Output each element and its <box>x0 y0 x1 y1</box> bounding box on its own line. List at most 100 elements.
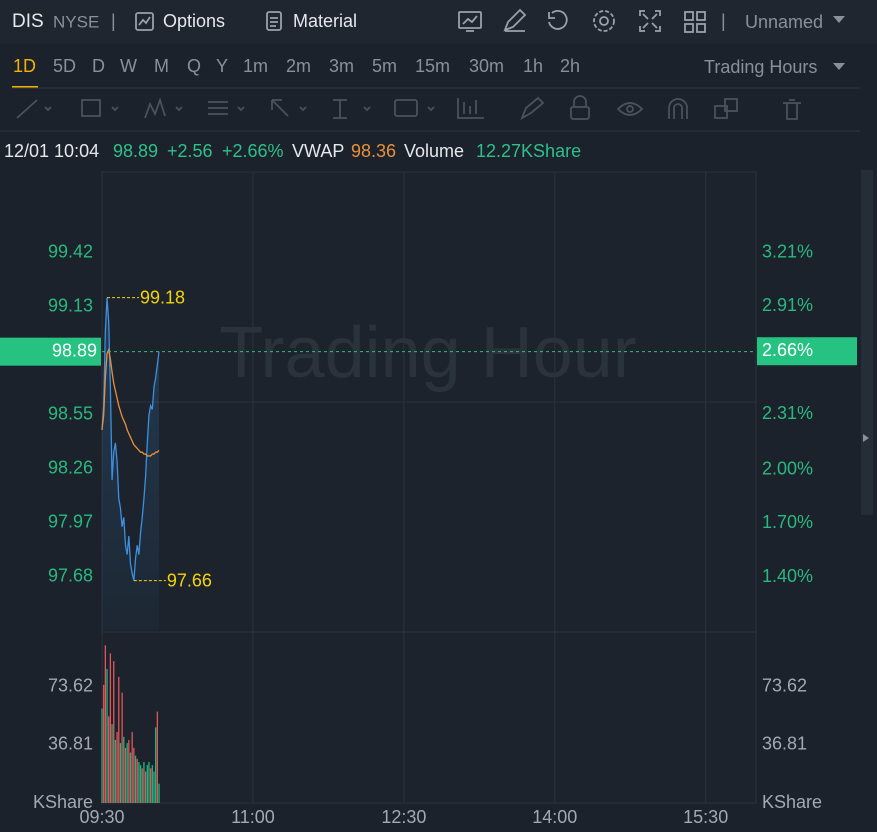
quote-time: 12/01 10:04 <box>4 141 99 161</box>
watermark: Trading Hour <box>219 313 637 393</box>
y-tick-label: 98.26 <box>48 458 93 478</box>
volume-bar <box>103 684 105 803</box>
last-pct-label: 2.66% <box>762 340 813 360</box>
timeframe-button[interactable]: 2h <box>560 56 580 76</box>
options-icon[interactable] <box>135 12 154 31</box>
timeframe-button[interactable]: Q <box>187 56 201 76</box>
expand-arrow[interactable] <box>863 434 869 442</box>
quote-change: +2.56 <box>167 141 213 161</box>
price-area <box>102 297 160 630</box>
volume-tick-label: 36.81 <box>762 734 807 754</box>
volume-tick-label: 73.62 <box>762 676 807 696</box>
volume-bar <box>156 711 158 803</box>
volume-bar <box>108 716 110 803</box>
x-tick-label: 09:30 <box>79 807 124 827</box>
volume-bar <box>149 768 152 803</box>
material-button[interactable]: Material <box>293 11 357 31</box>
chart: 09:30 11:00 12:30 14:00 15:30 97.68 97.97 98.26… <box>0 172 857 827</box>
timeframe-button[interactable]: 3m <box>329 56 354 76</box>
extreme-label: 97.66 <box>167 570 212 590</box>
last-pct-tag <box>757 337 857 366</box>
volume-bar <box>109 653 112 803</box>
session-select[interactable]: Trading Hours <box>704 57 817 77</box>
material-icon[interactable] <box>266 11 282 31</box>
volume-bar <box>106 669 108 803</box>
volume-bar <box>118 676 120 803</box>
y2-tick-label: 2.31% <box>762 403 813 423</box>
y-tick-label: 97.68 <box>48 566 93 586</box>
last-price-label: 98.89 <box>52 340 97 360</box>
timeframe-button[interactable]: 15m <box>415 56 450 76</box>
options-button[interactable]: Options <box>163 11 225 31</box>
quote-price: 98.89 <box>113 141 158 161</box>
scrollbar[interactable] <box>861 170 873 515</box>
volume-bar <box>104 645 107 803</box>
volume-bar <box>146 765 148 803</box>
y-tick-label: 99.13 <box>48 296 93 316</box>
timeframe-button[interactable]: W <box>120 56 137 76</box>
timeframe-button[interactable]: 2m <box>286 56 311 76</box>
price-line <box>101 297 160 581</box>
volume-bar <box>139 765 142 803</box>
volume-bar <box>124 747 127 803</box>
volume-bar <box>129 752 132 803</box>
x-tick-label: 11:00 <box>231 807 275 827</box>
symbol[interactable]: DIS <box>12 11 44 32</box>
separator: | <box>111 11 116 31</box>
volume-bar <box>153 771 155 803</box>
y2-tick-label: 1.70% <box>762 512 813 532</box>
dropdown-arrow[interactable] <box>833 16 845 23</box>
timeframe-bar: 1D 5D D W M Q Y 1m 2m 3m 5m 15m 30m 1h 2h <box>12 56 580 88</box>
volume-bar <box>119 743 122 803</box>
exchange: NYSE <box>53 12 99 31</box>
volume-bar <box>155 727 157 803</box>
vwap-label: VWAP <box>292 141 344 161</box>
timeframe-button[interactable]: 1D <box>13 56 36 76</box>
volume-tick-label: 73.62 <box>48 676 93 696</box>
timeframe-button[interactable]: 5m <box>372 56 397 76</box>
y2-tick-label: 2.91% <box>762 295 813 315</box>
volume-unit: KShare <box>33 792 93 812</box>
volume-bar <box>114 739 117 803</box>
volume-bar <box>128 739 130 803</box>
dropdown-arrow[interactable] <box>833 63 845 70</box>
volume-bar <box>121 692 123 803</box>
timeframe-button[interactable]: 5D <box>53 56 76 76</box>
timeframe-button[interactable]: 1m <box>243 56 268 76</box>
vwap-value: 98.36 <box>351 141 396 161</box>
separator: | <box>721 11 726 31</box>
volume-bar <box>141 768 143 803</box>
volume-bar <box>123 736 125 803</box>
last-price-tag <box>0 337 101 366</box>
drawing-tools[interactable] <box>16 95 801 121</box>
timeframe-button[interactable]: 30m <box>469 56 504 76</box>
volume-bar <box>138 762 140 803</box>
timeframe-button[interactable]: D <box>92 56 105 76</box>
extreme-label: 99.18 <box>140 287 185 307</box>
quote-change-pct: +2.66% <box>222 141 284 161</box>
volume-value: 12.27KShare <box>476 141 581 161</box>
vwap-line <box>101 347 160 457</box>
volume-bar <box>133 747 135 803</box>
x-tick-label: 15:30 <box>683 807 728 827</box>
timeframe-button[interactable]: Y <box>216 56 228 76</box>
y-tick-label: 98.55 <box>48 404 93 424</box>
volume-bar <box>144 771 147 803</box>
volume-unit: KShare <box>762 792 822 812</box>
y2-tick-label: 3.21% <box>762 241 813 261</box>
x-tick-label: 12:30 <box>381 807 426 827</box>
volume-bar <box>148 762 150 803</box>
timeframe-button[interactable]: M <box>154 56 169 76</box>
timeframe-button[interactable]: 1h <box>523 56 543 76</box>
volume-bar <box>113 661 115 803</box>
volume-bar <box>136 758 138 803</box>
volume-bar <box>126 743 128 803</box>
x-tick-label: 14:00 <box>532 807 577 827</box>
volume-bar <box>116 732 118 803</box>
volume-bar <box>131 732 133 803</box>
toolbar-icons[interactable] <box>458 8 706 33</box>
layout-name[interactable]: Unnamed <box>745 12 823 32</box>
volume-bar <box>111 724 113 803</box>
y2-tick-label: 2.00% <box>762 458 813 478</box>
y2-tick-label: 1.40% <box>762 566 813 586</box>
